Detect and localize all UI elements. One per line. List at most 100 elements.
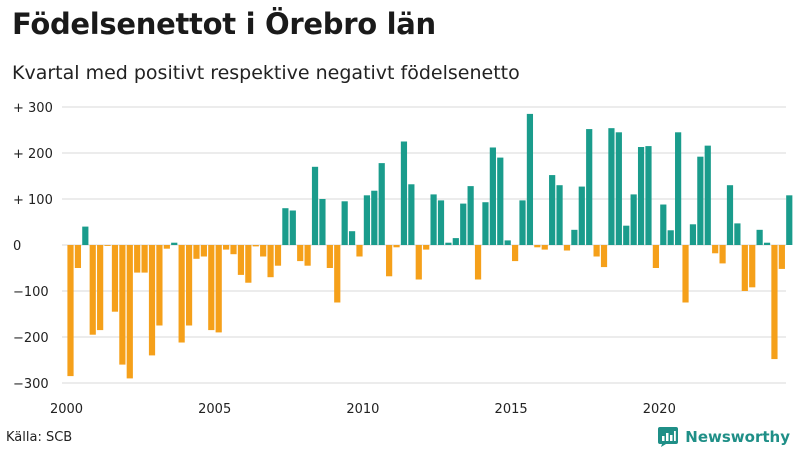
bar-positive bbox=[689, 224, 697, 245]
bar-negative bbox=[423, 245, 430, 250]
y-tick-label: −300 bbox=[13, 377, 49, 392]
bar-negative bbox=[260, 245, 267, 257]
bar-negative bbox=[749, 245, 756, 288]
bar-positive bbox=[571, 229, 578, 245]
bar-negative bbox=[267, 245, 274, 278]
bar-positive bbox=[608, 128, 615, 245]
y-axis-labels: + 300 + 200 + 100 0 −100 −200 −300 bbox=[13, 101, 53, 392]
y-tick-label: + 300 bbox=[13, 101, 53, 116]
bar-negative bbox=[712, 245, 719, 254]
bar-positive bbox=[660, 204, 667, 245]
bar-negative bbox=[512, 245, 519, 262]
bar-positive bbox=[467, 186, 474, 245]
bar-negative bbox=[89, 245, 96, 335]
bar-negative bbox=[215, 245, 222, 333]
bar-negative bbox=[185, 245, 193, 326]
bar-negative bbox=[541, 245, 548, 250]
chart-title: Födelsenettot i Örebro län bbox=[12, 7, 436, 41]
bar-negative bbox=[719, 245, 726, 264]
bar-positive bbox=[430, 194, 437, 245]
bar-positive bbox=[437, 200, 445, 245]
bar-positive bbox=[526, 113, 534, 246]
bar-positive bbox=[378, 163, 385, 245]
bar-layer bbox=[67, 113, 793, 379]
bar-negative bbox=[97, 245, 104, 331]
bar-negative bbox=[223, 245, 230, 250]
bar-positive bbox=[82, 226, 89, 245]
bar-negative bbox=[134, 245, 141, 273]
brand-name: Newsworthy bbox=[685, 428, 790, 446]
source-note: Källa: SCB bbox=[6, 430, 73, 445]
bar-negative bbox=[148, 245, 156, 356]
y-tick-label: + 200 bbox=[13, 147, 53, 162]
bar-negative bbox=[245, 245, 252, 283]
bar-positive bbox=[697, 156, 704, 245]
bar-positive bbox=[645, 146, 652, 245]
bar-negative bbox=[193, 245, 200, 259]
bar-positive bbox=[549, 175, 556, 245]
bar-positive bbox=[445, 242, 452, 245]
bar-positive bbox=[623, 225, 630, 245]
bar-positive bbox=[586, 129, 593, 245]
bar-positive bbox=[637, 147, 645, 245]
y-tick-label: + 100 bbox=[13, 193, 53, 208]
bar-positive bbox=[282, 208, 289, 245]
bar-positive bbox=[615, 132, 622, 245]
bar-negative bbox=[104, 245, 111, 246]
bar-positive bbox=[497, 157, 504, 245]
bar-positive bbox=[341, 201, 348, 245]
bar-negative bbox=[682, 245, 689, 303]
chart-logo-icon bbox=[658, 427, 679, 447]
bar-positive bbox=[171, 242, 178, 245]
bar-negative bbox=[474, 245, 482, 280]
bar-negative bbox=[600, 245, 608, 268]
bar-positive bbox=[578, 186, 585, 245]
bar-negative bbox=[297, 245, 304, 262]
bar-negative bbox=[67, 245, 74, 377]
bar-positive bbox=[667, 230, 674, 245]
bar-positive bbox=[452, 238, 459, 245]
bar-negative bbox=[74, 245, 82, 268]
bar-negative bbox=[563, 245, 571, 251]
bar-negative bbox=[178, 245, 185, 343]
bar-negative bbox=[111, 245, 119, 312]
bar-positive bbox=[756, 229, 763, 245]
bar-positive bbox=[675, 132, 682, 245]
bar-negative bbox=[208, 245, 215, 331]
x-tick-label: 2020 bbox=[643, 402, 676, 417]
bar-negative bbox=[771, 245, 778, 360]
bar-negative bbox=[386, 245, 393, 277]
x-tick-label: 2015 bbox=[495, 402, 528, 417]
bar-positive bbox=[289, 210, 296, 245]
bar-positive bbox=[400, 141, 408, 245]
bar-negative bbox=[141, 245, 148, 273]
bar-negative bbox=[741, 245, 748, 291]
bar-positive bbox=[763, 242, 771, 245]
y-tick-label: 0 bbox=[13, 239, 21, 254]
bar-negative bbox=[119, 245, 126, 365]
bar-positive bbox=[786, 195, 793, 245]
bar-positive bbox=[734, 223, 741, 245]
bar-negative bbox=[326, 245, 333, 268]
bar-negative bbox=[274, 245, 282, 266]
bar-positive bbox=[408, 184, 415, 245]
bar-negative bbox=[126, 245, 133, 379]
bar-positive bbox=[556, 185, 563, 245]
bar-positive bbox=[726, 185, 734, 245]
x-tick-label: 2005 bbox=[198, 402, 231, 417]
bar-positive bbox=[630, 194, 637, 245]
bar-positive bbox=[348, 231, 356, 245]
y-tick-label: −100 bbox=[13, 285, 49, 300]
bar-negative bbox=[652, 245, 659, 268]
chart-subtitle: Kvartal med positivt respektive negativt… bbox=[12, 62, 520, 84]
bar-positive bbox=[371, 190, 378, 245]
bar-negative bbox=[163, 245, 170, 249]
bar-negative bbox=[334, 245, 341, 303]
bar-positive bbox=[489, 147, 496, 245]
brand-logo[interactable]: Newsworthy bbox=[657, 426, 790, 448]
y-tick-label: −200 bbox=[13, 331, 49, 346]
bar-negative bbox=[252, 245, 259, 247]
bar-positive bbox=[460, 203, 467, 245]
bar-negative bbox=[237, 245, 245, 275]
